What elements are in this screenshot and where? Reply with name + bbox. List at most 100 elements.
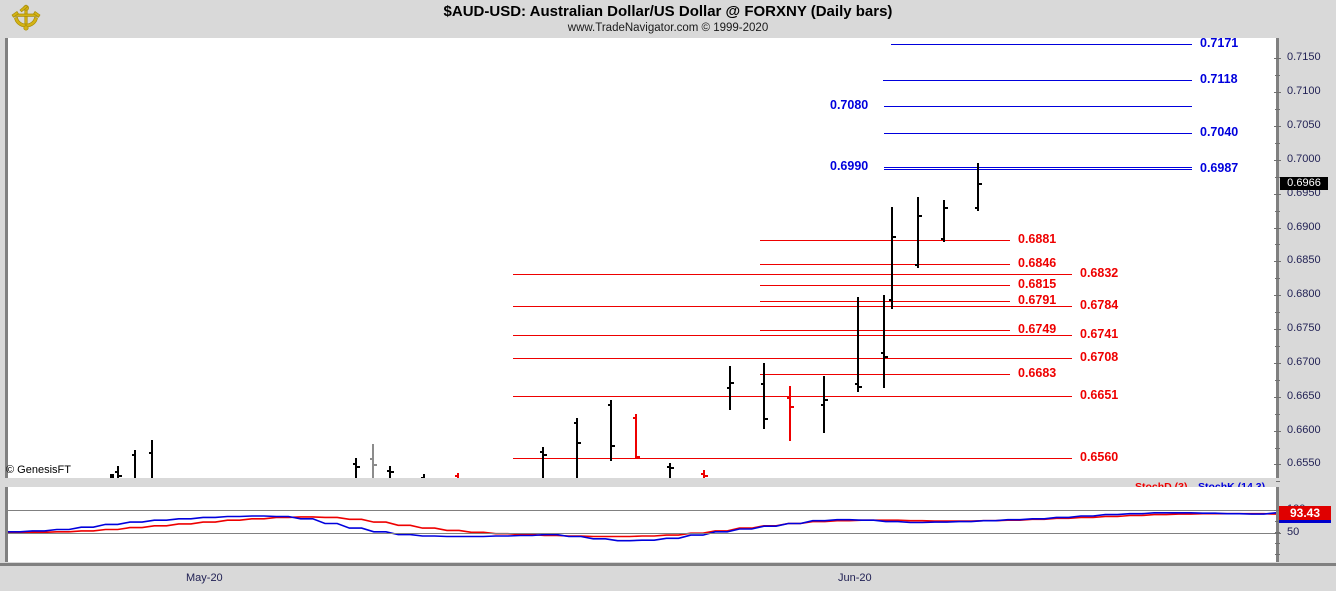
price-axis-label: 0.6600 <box>1287 423 1321 436</box>
ohlc-bar <box>761 362 769 429</box>
bar-close-tick <box>670 467 674 470</box>
bar-range-wick <box>423 473 425 478</box>
support-line <box>513 357 1072 359</box>
resistance-level-label: 0.6987 <box>1200 160 1239 175</box>
ohlc-bar <box>132 449 140 478</box>
price-axis-label: 0.7150 <box>1287 51 1321 64</box>
indicator-axis-minor-tick <box>1275 531 1280 533</box>
watermark-dot <box>110 474 114 478</box>
price-axis-minor-tick <box>1275 481 1280 483</box>
bar-close-tick <box>543 453 547 456</box>
resistance-line <box>883 79 1192 81</box>
resistance-line <box>884 132 1192 134</box>
resistance-level-label: 0.6990 <box>830 158 869 173</box>
resistance-level-label: 0.7118 <box>1200 71 1238 86</box>
indicator-axis-minor-tick <box>1275 520 1280 522</box>
bar-range-wick <box>763 362 765 429</box>
support-line <box>760 285 1010 287</box>
support-line <box>760 240 1010 242</box>
bar-open-tick <box>855 383 858 386</box>
price-axis-label: 0.6750 <box>1287 322 1321 335</box>
price-axis-minor-tick <box>1275 312 1280 314</box>
price-axis-tick <box>1274 396 1281 398</box>
bar-range-wick <box>977 163 979 211</box>
bar-range-wick <box>372 444 374 478</box>
bar-open-tick <box>387 469 390 472</box>
price-axis-tick <box>1274 126 1281 127</box>
stochastic-indicator-pane[interactable] <box>8 487 1276 562</box>
bar-range-wick <box>823 376 825 433</box>
date-axis-separator <box>0 563 1336 566</box>
bar-close-tick <box>704 475 708 478</box>
bar-range-wick <box>669 463 671 478</box>
bar-close-tick <box>824 399 828 402</box>
price-axis-tick <box>1274 362 1281 364</box>
ohlc-bar <box>855 296 863 393</box>
bar-range-wick <box>943 200 945 243</box>
indicator-axis[interactable]: 10050 93.43 <box>1274 487 1336 566</box>
bar-range-wick <box>789 385 791 442</box>
price-axis-label: 0.6900 <box>1287 220 1321 233</box>
bar-open-tick <box>701 472 704 475</box>
price-axis[interactable]: 0.7150 0.7100 0.7050 0.7000 0.6950 0.6900 0.68… <box>1274 38 1336 483</box>
bar-close-tick <box>944 207 948 210</box>
price-axis-minor-tick <box>1275 413 1280 415</box>
bar-open-tick <box>787 396 790 399</box>
ohlc-bar <box>149 440 157 478</box>
chart-header: $AUD-USD: Australian Dollar/US Dollar @ … <box>0 0 1336 38</box>
bar-open-tick <box>370 457 373 460</box>
support-line <box>513 273 1072 275</box>
ohlc-bar <box>701 469 709 478</box>
bar-close-tick <box>764 418 768 421</box>
bar-range-wick <box>610 400 612 462</box>
price-axis-label: 0.7000 <box>1287 152 1321 165</box>
bar-open-tick <box>727 387 730 390</box>
price-chart-pane[interactable] <box>8 38 1276 478</box>
ohlc-bar <box>421 473 429 478</box>
bar-open-tick <box>761 383 764 386</box>
indicator-value-underline <box>1279 519 1331 523</box>
current-price-badge: 0.6966 <box>1280 176 1328 190</box>
bar-close-tick <box>918 215 922 218</box>
price-axis-label: 0.7050 <box>1287 119 1321 131</box>
price-axis-label: 0.7100 <box>1287 85 1321 98</box>
price-axis-minor-tick <box>1275 447 1280 449</box>
bar-range-wick <box>635 414 637 460</box>
bar-range-wick <box>457 472 459 478</box>
ohlc-bar <box>821 376 829 433</box>
support-level-label: 0.6791 <box>1018 293 1057 308</box>
bar-close-tick <box>884 356 888 359</box>
bar-close-tick <box>118 474 122 477</box>
price-axis-label: 0.6550 <box>1287 457 1321 470</box>
indicator-axis-tick <box>1274 532 1281 534</box>
bar-range-wick <box>883 295 885 388</box>
price-pane-right-border <box>1276 38 1279 478</box>
support-level-label: 0.6832 <box>1080 265 1119 280</box>
date-axis[interactable]: May-20 Jun-20 <box>0 566 1336 591</box>
bar-open-tick <box>667 465 670 468</box>
ohlc-bar <box>353 457 361 478</box>
indicator-gridline <box>8 510 1276 511</box>
indicator-value-badge: 93.43 <box>1279 505 1331 520</box>
bar-range-wick <box>151 440 153 478</box>
price-axis-tick <box>1274 227 1281 229</box>
indicator-pane-right-border <box>1276 487 1279 562</box>
anchor-emblem-icon <box>11 4 41 31</box>
bar-open-tick <box>132 454 135 457</box>
bar-open-tick <box>540 450 543 453</box>
support-level-label: 0.6741 <box>1080 327 1119 342</box>
support-line <box>513 306 1072 308</box>
price-axis-tick <box>1274 295 1281 297</box>
bar-close-tick <box>892 235 896 238</box>
price-axis-label: 0.6700 <box>1287 355 1321 368</box>
price-axis-label: 0.6800 <box>1287 288 1321 301</box>
bar-range-wick <box>891 207 893 309</box>
bar-range-wick <box>917 197 919 269</box>
ohlc-bar <box>941 200 949 243</box>
bar-close-tick <box>611 445 615 448</box>
stochastic-lines <box>8 511 1276 542</box>
bar-close-tick <box>858 385 862 388</box>
bar-close-tick <box>390 471 394 474</box>
genesisft-watermark: © GenesisFT <box>6 464 71 476</box>
price-axis-minor-tick <box>1275 278 1280 280</box>
